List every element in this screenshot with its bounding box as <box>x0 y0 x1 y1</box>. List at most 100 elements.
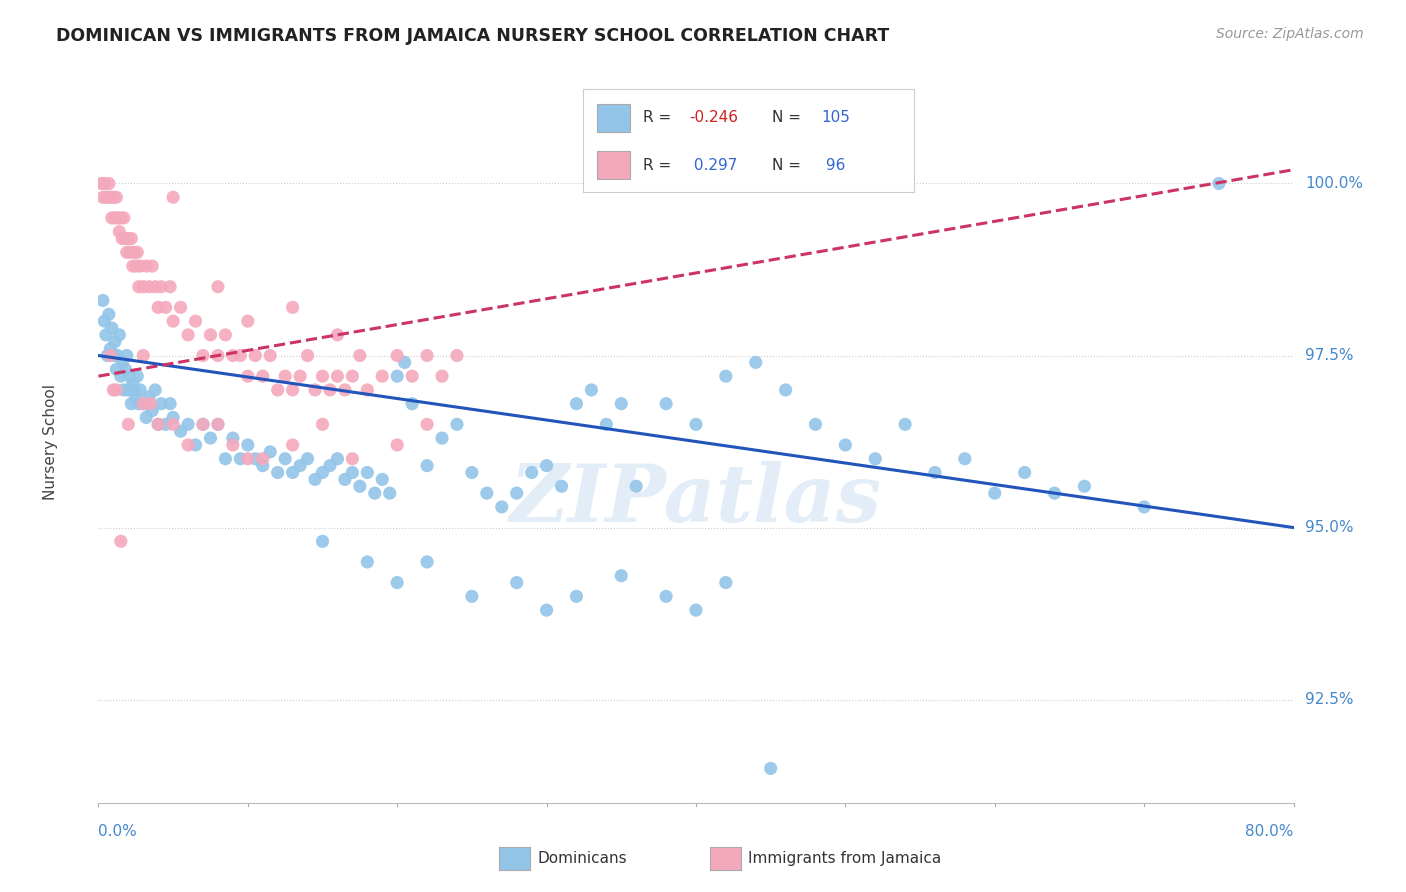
Point <box>267 383 290 397</box>
Point <box>342 451 364 466</box>
Point <box>105 383 128 397</box>
Point <box>98 342 122 356</box>
Point <box>506 575 529 590</box>
Point <box>385 369 409 384</box>
Point <box>229 451 252 466</box>
Point <box>96 190 118 204</box>
Text: 105: 105 <box>821 111 851 126</box>
Point <box>143 383 166 397</box>
Point <box>430 369 453 384</box>
Text: Source: ZipAtlas.com: Source: ZipAtlas.com <box>1216 27 1364 41</box>
Point <box>127 245 149 260</box>
Point <box>326 369 349 384</box>
Text: -0.246: -0.246 <box>689 111 738 126</box>
Point <box>132 397 155 411</box>
Point <box>148 417 170 432</box>
Point <box>91 293 114 308</box>
Point <box>143 279 166 293</box>
Point <box>138 390 160 404</box>
Point <box>150 397 173 411</box>
Point <box>169 301 191 315</box>
Point <box>281 301 304 315</box>
Text: Nursery School: Nursery School <box>44 384 58 500</box>
Point <box>685 417 707 432</box>
Point <box>155 417 177 432</box>
Point <box>475 486 498 500</box>
Point <box>804 417 827 432</box>
Point <box>252 451 274 466</box>
Point <box>714 575 737 590</box>
Point <box>236 451 259 466</box>
Text: N =: N = <box>772 158 806 173</box>
Text: 80.0%: 80.0% <box>1246 824 1294 839</box>
Point <box>107 349 129 363</box>
Point <box>245 349 267 363</box>
Text: 0.297: 0.297 <box>689 158 738 173</box>
Text: 92.5%: 92.5% <box>1306 692 1354 707</box>
Point <box>236 314 259 328</box>
Point <box>745 355 768 369</box>
Point <box>349 479 371 493</box>
Point <box>252 458 274 473</box>
Point <box>132 279 155 293</box>
Point <box>207 417 229 432</box>
Point <box>311 534 333 549</box>
Point <box>364 486 387 500</box>
Point <box>342 369 364 384</box>
Point <box>98 349 122 363</box>
Point <box>311 466 333 480</box>
Point <box>114 231 136 245</box>
Point <box>595 417 617 432</box>
Point <box>333 383 356 397</box>
Point <box>565 590 588 604</box>
Point <box>162 314 184 328</box>
Point <box>491 500 513 514</box>
Point <box>288 458 311 473</box>
Point <box>245 451 267 466</box>
Point <box>288 369 311 384</box>
Point <box>610 397 633 411</box>
Point <box>200 327 222 342</box>
Point <box>121 259 143 273</box>
Point <box>207 349 229 363</box>
Point <box>93 314 115 328</box>
Point <box>319 383 342 397</box>
Point <box>565 397 588 411</box>
Point <box>103 349 125 363</box>
Point <box>236 438 259 452</box>
Point <box>115 245 138 260</box>
Point <box>401 369 423 384</box>
Text: 95.0%: 95.0% <box>1306 520 1354 535</box>
Point <box>96 349 118 363</box>
Point <box>267 466 290 480</box>
Point <box>281 466 304 480</box>
Point <box>120 231 142 245</box>
Text: 97.5%: 97.5% <box>1306 348 1354 363</box>
Point <box>117 231 139 245</box>
Point <box>222 438 245 452</box>
Point <box>236 369 259 384</box>
Point <box>91 190 114 204</box>
Point <box>259 349 281 363</box>
Point <box>111 355 134 369</box>
Point <box>117 383 139 397</box>
Point <box>141 259 163 273</box>
Point <box>184 438 207 452</box>
Point <box>104 334 127 349</box>
Point <box>550 479 572 493</box>
Point <box>775 383 797 397</box>
Point <box>581 383 603 397</box>
Point <box>207 417 229 432</box>
Point <box>115 349 138 363</box>
Point <box>416 458 439 473</box>
Text: 0.0%: 0.0% <box>98 824 138 839</box>
Point <box>118 369 141 384</box>
Point <box>319 458 342 473</box>
Point <box>191 349 214 363</box>
Point <box>177 417 200 432</box>
Point <box>101 321 124 335</box>
Point <box>371 369 394 384</box>
Point <box>297 349 319 363</box>
Point <box>536 603 558 617</box>
Point <box>125 390 148 404</box>
